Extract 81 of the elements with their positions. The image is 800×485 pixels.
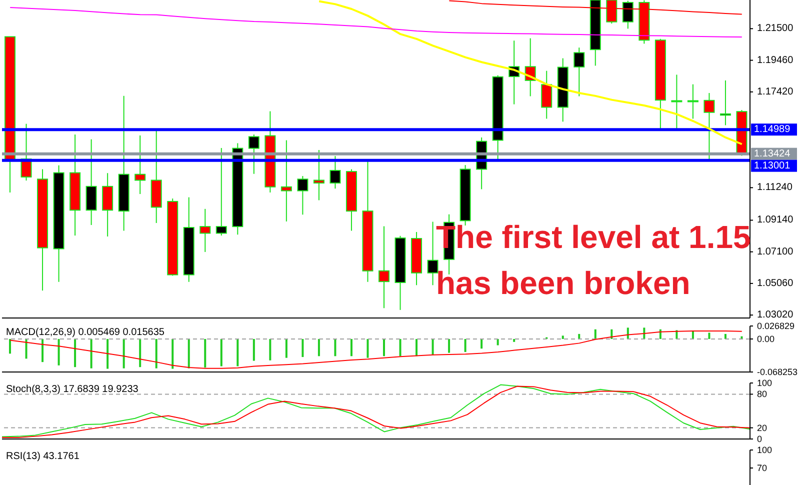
y-tick-label: 0.00 xyxy=(757,334,775,344)
candlestick xyxy=(671,74,682,129)
y-tick-label: 100 xyxy=(757,378,772,388)
bar xyxy=(334,338,336,356)
bar xyxy=(432,338,434,355)
bar xyxy=(74,338,76,368)
bar xyxy=(188,338,190,368)
y-tick-label: 100 xyxy=(757,445,772,455)
y-tick-label: 1.19460 xyxy=(757,54,794,66)
bar xyxy=(25,338,28,359)
bar xyxy=(692,331,694,339)
ref-line-label: 1.14989 xyxy=(754,124,791,136)
bar xyxy=(562,336,564,339)
bar xyxy=(383,338,385,356)
bar xyxy=(139,338,142,368)
chart-title: MACD(12,26,9) 0.005469 0.015635 xyxy=(6,327,164,338)
candlestick xyxy=(280,140,292,222)
candlestick xyxy=(313,150,324,201)
candlestick xyxy=(248,134,260,174)
bar xyxy=(399,338,402,356)
line-series xyxy=(318,0,743,146)
bar xyxy=(9,338,11,354)
y-tick-label: 1.07100 xyxy=(757,246,794,258)
bar xyxy=(416,338,418,356)
y-tick-label: 20 xyxy=(757,422,768,433)
bar xyxy=(252,338,255,361)
bar xyxy=(122,338,125,368)
candlestick xyxy=(297,176,308,216)
bar xyxy=(708,332,710,339)
y-tick-label: 70 xyxy=(757,463,768,473)
bar xyxy=(578,334,580,339)
bar xyxy=(90,338,92,368)
y-tick-label: -0.068253 xyxy=(757,367,798,377)
chart-title: Stoch(8,3,3) 17.6839 19.9233 xyxy=(6,384,138,395)
candlestick xyxy=(378,226,390,309)
y-tick-label: 1.17420 xyxy=(757,86,794,98)
bar xyxy=(350,338,352,356)
bar xyxy=(285,338,288,358)
y-tick-label: 0 xyxy=(757,434,762,444)
candlestick xyxy=(720,80,731,126)
bar xyxy=(302,338,304,358)
chart-title: RSI(13) 43.1761 xyxy=(6,451,80,462)
line-series xyxy=(10,6,742,38)
bar xyxy=(155,338,158,368)
bar xyxy=(480,338,483,349)
bar xyxy=(42,338,44,362)
candlestick xyxy=(574,47,585,97)
y-tick-label: 1.05060 xyxy=(757,278,794,289)
bar xyxy=(464,338,466,352)
bar xyxy=(366,338,369,358)
bar xyxy=(172,338,174,369)
y-tick-label: 80 xyxy=(757,389,768,400)
bar xyxy=(448,338,450,353)
candlestick xyxy=(200,208,211,252)
candlestick xyxy=(102,172,114,237)
bar xyxy=(724,334,726,339)
y-tick-label: 1.11240 xyxy=(757,182,793,194)
candlestick xyxy=(704,92,715,162)
bar xyxy=(513,338,516,342)
y-tick-label: 1.03020 xyxy=(757,310,794,321)
candlestick xyxy=(687,84,698,120)
candlestick xyxy=(622,0,634,30)
bar xyxy=(594,329,596,339)
y-tick-label: 1.21500 xyxy=(757,23,794,34)
bar xyxy=(106,338,109,369)
bar xyxy=(318,338,320,356)
candlestick xyxy=(134,134,146,195)
bar xyxy=(269,338,272,360)
bar xyxy=(236,338,239,366)
bar xyxy=(204,338,206,368)
ref-line-label: 1.13424 xyxy=(754,148,791,160)
candlestick xyxy=(541,70,552,120)
bar xyxy=(496,338,499,346)
candlestick xyxy=(216,147,227,236)
y-tick-label: 1.09140 xyxy=(757,214,794,226)
candlestick xyxy=(330,156,341,190)
bar xyxy=(58,338,60,366)
ref-line-label: 1.13001 xyxy=(754,160,791,172)
candlestick xyxy=(86,138,97,226)
y-tick-label: 0.026829 xyxy=(757,321,795,331)
bar xyxy=(220,338,222,366)
